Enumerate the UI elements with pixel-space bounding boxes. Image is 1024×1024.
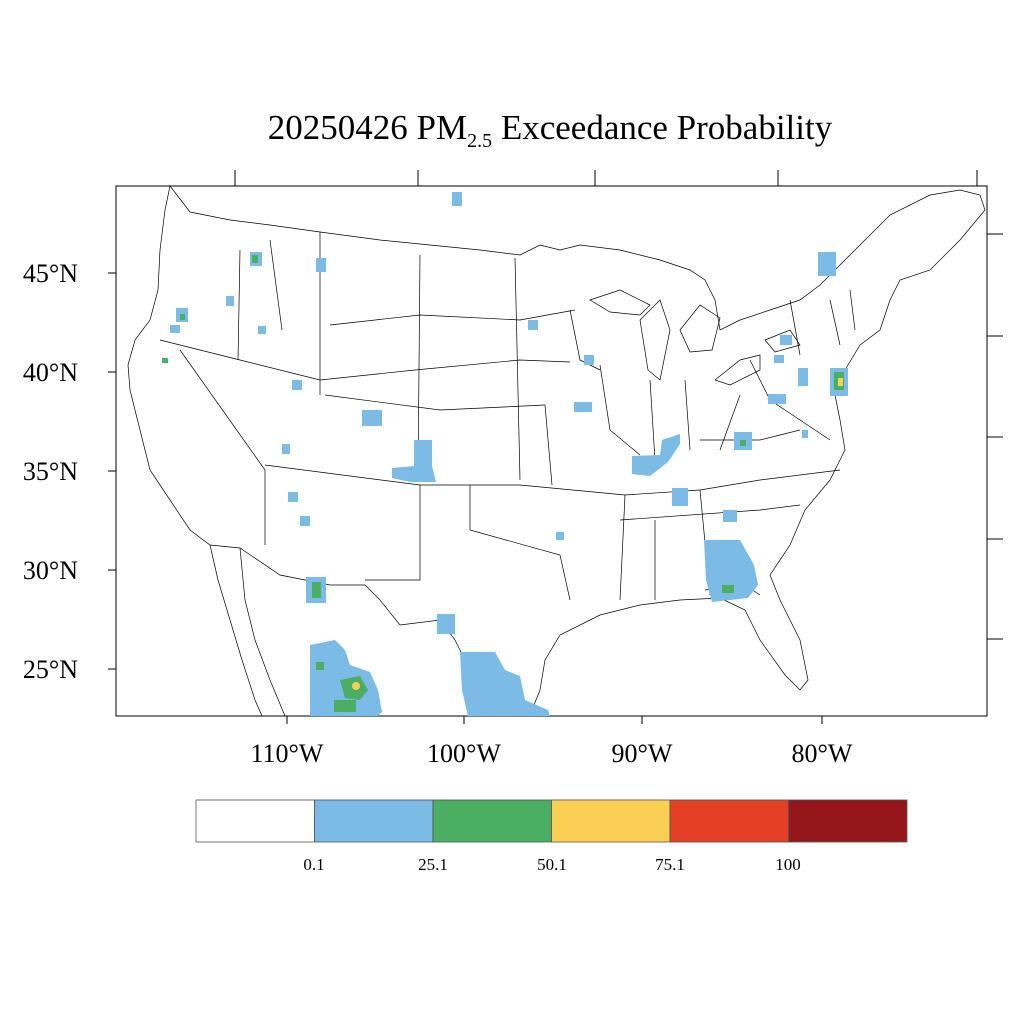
title-date: 20250426 [267, 108, 408, 147]
region-mexico-green-3 [334, 700, 356, 712]
axis-ticks [108, 170, 1003, 724]
colorbar-labels: 0.1 25.1 50.1 75.1 100 [303, 855, 800, 874]
title-pm: PM [416, 108, 468, 147]
region-ny [780, 335, 792, 345]
lon-label-80: 80°W [792, 739, 853, 768]
region-idaho-2 [226, 296, 234, 306]
lon-label-90: 90°W [612, 739, 673, 768]
colorbar-swatch-0 [195, 799, 315, 843]
region-mexico-green-2 [316, 662, 324, 670]
probability-fill [162, 192, 848, 716]
coastline-and-borders [127, 185, 986, 717]
region-wyoming [292, 380, 302, 390]
region-arizona-1 [288, 492, 298, 502]
region-california [162, 358, 168, 363]
region-oregon-green [180, 314, 185, 320]
lat-label-40: 40°N [23, 358, 78, 387]
region-maine [818, 252, 836, 276]
region-utah [282, 444, 290, 454]
colorbar-label-75.1: 75.1 [655, 855, 685, 874]
region-pennsylvania [798, 368, 808, 386]
title-pm-subscript: 2.5 [467, 130, 493, 152]
lon-label-110: 110°W [251, 739, 324, 768]
map-frame [115, 185, 988, 717]
colorbar-swatch-1 [314, 799, 434, 843]
colorbar [195, 799, 908, 843]
region-south-carolina [723, 510, 737, 522]
colorbar-swatch-3 [551, 799, 671, 843]
region-arizona-2 [300, 516, 310, 526]
region-montana [316, 258, 326, 272]
region-missouri [574, 402, 592, 412]
latitude-labels: 45°N 40°N 35°N 30°N 25°N [23, 259, 78, 684]
region-virginia-2 [802, 430, 808, 438]
region-oregon-2 [170, 325, 180, 333]
region-central-texas [437, 614, 455, 634]
title-rest: Exceedance Probability [500, 108, 833, 147]
region-wv-green [740, 440, 746, 446]
region-florida-green [722, 585, 734, 593]
lat-label-45: 45°N [23, 259, 78, 288]
map-panel [115, 185, 988, 717]
region-florida-georgia [704, 540, 758, 602]
region-north-dakota [452, 192, 462, 206]
colorbar-swatch-2 [432, 799, 552, 843]
longitude-labels: 110°W 100°W 90°W 80°W [251, 739, 853, 768]
region-iowa [584, 355, 594, 365]
colorbar-label-0.1: 0.1 [303, 855, 324, 874]
region-virginia [768, 394, 786, 404]
region-louisiana [556, 532, 564, 540]
region-chihuahua-green [312, 582, 321, 598]
lat-label-25: 25°N [23, 655, 78, 684]
region-nebraska [528, 320, 538, 330]
region-colorado-kansas [392, 440, 436, 482]
region-south-texas [460, 652, 550, 716]
region-new-jersey-yellow [838, 378, 843, 386]
colorbar-label-100: 100 [775, 855, 801, 874]
region-tennessee [632, 434, 680, 476]
colorbar-label-25.1: 25.1 [418, 855, 448, 874]
region-southwest-mexico-yellow [352, 682, 360, 690]
region-idaho-3 [258, 326, 266, 334]
colorbar-swatch-4 [669, 799, 789, 843]
lon-label-100: 100°W [427, 739, 501, 768]
region-colorado [362, 410, 382, 426]
colorbar-label-50.1: 50.1 [537, 855, 567, 874]
lat-label-30: 30°N [23, 556, 78, 585]
region-southwest-mexico [310, 640, 382, 716]
colorbar-swatch-5 [788, 799, 908, 843]
lat-label-35: 35°N [23, 457, 78, 486]
region-ohio [774, 355, 784, 363]
region-alabama [672, 488, 688, 506]
map-title: 20250426 PM2.5 Exceedance Probability [0, 108, 1024, 152]
region-idaho-green [252, 255, 258, 263]
